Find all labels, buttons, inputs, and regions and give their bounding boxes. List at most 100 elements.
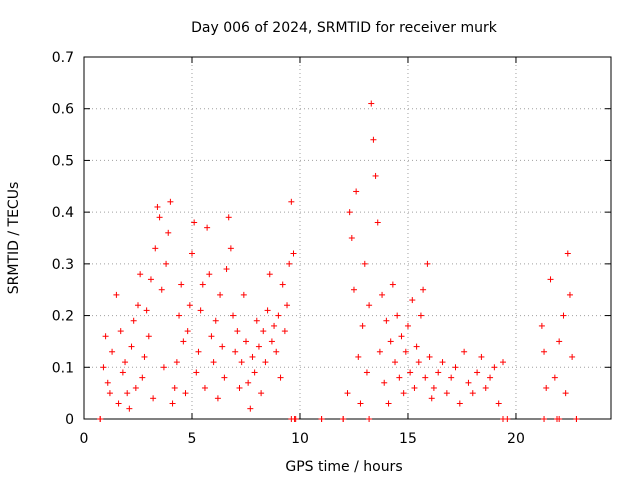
data-point [156, 214, 163, 221]
data-point [275, 312, 282, 319]
data-point [188, 250, 195, 257]
grid [84, 57, 611, 419]
zero-point [573, 416, 580, 422]
data-point [238, 359, 245, 366]
data-point [139, 374, 146, 381]
data-point [482, 384, 489, 391]
data-point [141, 353, 148, 360]
zero-point [500, 416, 507, 422]
data-point [106, 390, 113, 397]
data-point [566, 291, 573, 298]
data-point [277, 374, 284, 381]
data-point [128, 343, 135, 350]
data-point [495, 400, 502, 407]
data-point [359, 322, 366, 329]
y-tick-label: 0.7 [52, 50, 74, 66]
data-point [225, 214, 232, 221]
data-point [415, 359, 422, 366]
data-point [560, 312, 567, 319]
data-point [214, 395, 221, 402]
data-point [398, 333, 405, 340]
zero-point [366, 416, 373, 422]
data-point [152, 245, 159, 252]
data-point [350, 286, 357, 293]
data-points [97, 100, 580, 422]
data-point [247, 405, 254, 412]
y-tick-label: 0.2 [52, 309, 74, 325]
data-point [132, 384, 139, 391]
data-point [344, 390, 351, 397]
data-point [178, 281, 185, 288]
y-tick-label: 0 [65, 412, 74, 428]
data-point [197, 307, 204, 314]
zero-point [318, 416, 325, 422]
x-tick-label: 5 [188, 431, 197, 447]
data-point [370, 136, 377, 143]
data-point [465, 379, 472, 386]
x-axis-label: GPS time / hours [285, 459, 402, 475]
data-point [158, 286, 165, 293]
data-point [262, 359, 269, 366]
data-point [147, 276, 154, 283]
data-point [392, 359, 399, 366]
data-point [346, 209, 353, 216]
data-point [204, 224, 211, 231]
data-point [379, 291, 386, 298]
data-point [253, 317, 260, 324]
x-tick-label: 0 [80, 431, 89, 447]
data-point [366, 302, 373, 309]
y-tick-label: 0.1 [52, 360, 74, 376]
data-point [143, 307, 150, 314]
data-point [491, 364, 498, 371]
data-point [165, 229, 172, 236]
data-point [117, 328, 124, 335]
data-point [126, 405, 133, 412]
data-point [428, 395, 435, 402]
data-point [223, 266, 230, 273]
y-tick-label: 0.6 [52, 102, 74, 118]
data-point [258, 390, 265, 397]
data-point [420, 286, 427, 293]
data-point [448, 374, 455, 381]
data-point [411, 384, 418, 391]
x-tick-label: 20 [507, 431, 525, 447]
data-point [430, 384, 437, 391]
data-point [102, 333, 109, 340]
data-point [564, 250, 571, 257]
zero-point [541, 416, 548, 422]
axis-ticks: 0 0.1 0.2 0.3 0.4 0.5 0.6 0.7 0 5 10 15 20 [52, 50, 611, 447]
data-point [394, 312, 401, 319]
data-point [217, 291, 224, 298]
data-point [227, 245, 234, 252]
data-point [199, 281, 206, 288]
data-point [562, 390, 569, 397]
data-point [163, 260, 170, 267]
data-point [130, 317, 137, 324]
data-point [402, 348, 409, 355]
data-point [219, 343, 226, 350]
data-point [182, 390, 189, 397]
data-point [232, 348, 239, 355]
data-point [137, 271, 144, 278]
data-point [154, 203, 161, 210]
data-point [541, 348, 548, 355]
data-point [400, 390, 407, 397]
data-point [115, 400, 122, 407]
plot-frame [83, 56, 612, 420]
data-point [191, 219, 198, 226]
data-point [543, 384, 550, 391]
data-point [193, 369, 200, 376]
data-point [104, 379, 111, 386]
data-point [474, 369, 481, 376]
data-point [363, 369, 370, 376]
data-point [176, 312, 183, 319]
data-point [266, 271, 273, 278]
y-tick-label: 0.3 [52, 257, 74, 273]
data-point [281, 328, 288, 335]
data-point [150, 395, 157, 402]
data-point [242, 338, 249, 345]
zero-point [292, 416, 299, 422]
data-point [478, 353, 485, 360]
data-point [109, 348, 116, 355]
